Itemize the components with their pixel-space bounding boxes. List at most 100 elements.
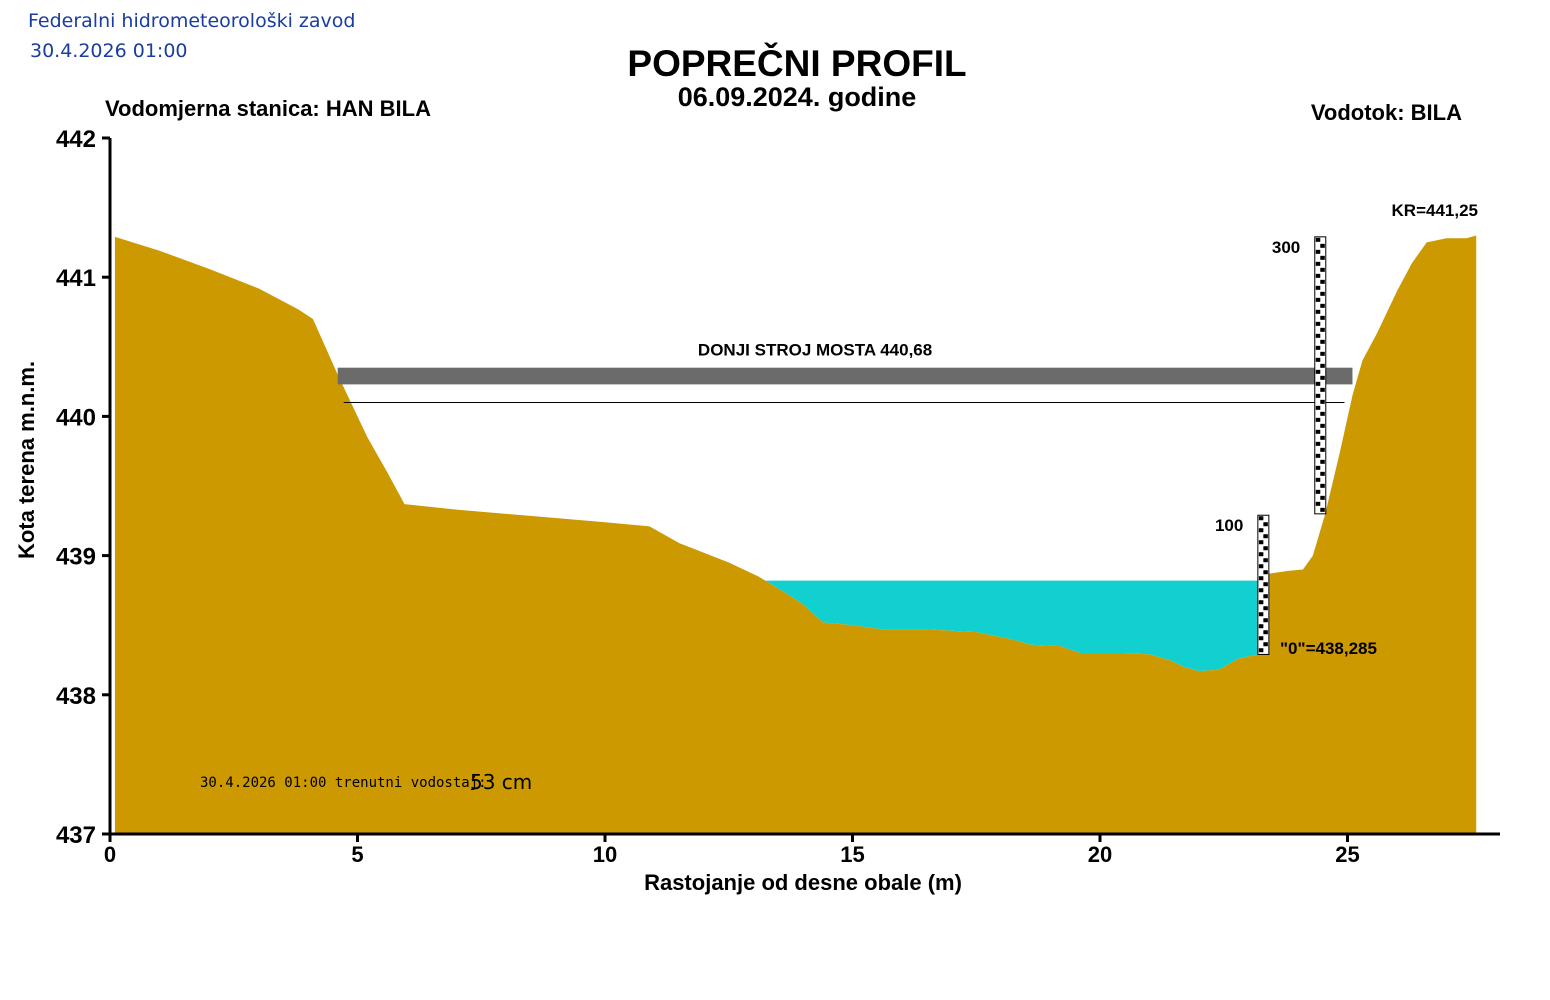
gauge-mark bbox=[1320, 243, 1325, 248]
x-tick-label: 0 bbox=[104, 842, 116, 867]
station-label: Vodomjerna stanica: HAN BILA bbox=[105, 96, 431, 121]
river-label: Vodotok: BILA bbox=[1311, 100, 1462, 125]
gauge-mark bbox=[1263, 594, 1268, 599]
gauge-mark bbox=[1258, 624, 1264, 629]
zero-label: "0"=438,285 bbox=[1280, 639, 1377, 658]
gauge-mark bbox=[1320, 387, 1325, 392]
gauge-mark bbox=[1320, 351, 1325, 356]
x-tick-label: 20 bbox=[1088, 842, 1112, 867]
gauge-mark bbox=[1263, 546, 1268, 551]
gauge-mark bbox=[1320, 411, 1325, 416]
gauge-mark bbox=[1263, 558, 1268, 563]
x-axis-label: Rastojanje od desne obale (m) bbox=[644, 870, 962, 895]
gauge-label-100: 100 bbox=[1215, 516, 1243, 535]
gauge-mark bbox=[1320, 447, 1325, 452]
gauge-mark bbox=[1315, 321, 1321, 326]
gauge-mark bbox=[1263, 522, 1268, 527]
gauge-mark bbox=[1320, 495, 1325, 500]
current-level-text: 30.4.2026 01:00 trenutni vodostaj: bbox=[200, 775, 487, 791]
gauge-mark bbox=[1315, 369, 1321, 374]
plot-area: DONJI STROJ MOSTA 440,68100300KR=441,25"… bbox=[56, 126, 1500, 867]
gauge-mark bbox=[1315, 297, 1321, 302]
gauge-mark bbox=[1320, 279, 1325, 284]
x-tick-label: 5 bbox=[351, 842, 363, 867]
gauge-mark bbox=[1320, 375, 1325, 380]
gauge-mark bbox=[1320, 507, 1325, 512]
header-timestamp: 30.4.2026 01:00 bbox=[30, 40, 188, 62]
gauge-label-300: 300 bbox=[1272, 238, 1300, 257]
kr-label: KR=441,25 bbox=[1392, 201, 1478, 220]
gauge-mark bbox=[1258, 540, 1264, 545]
gauge-mark bbox=[1320, 315, 1325, 320]
gauge-mark bbox=[1315, 237, 1321, 242]
gauge-mark bbox=[1320, 339, 1325, 344]
y-tick-label: 442 bbox=[56, 126, 96, 153]
gauge-mark bbox=[1315, 465, 1321, 470]
gauge-mark bbox=[1315, 273, 1321, 278]
gauge-mark bbox=[1320, 483, 1325, 488]
bridge-deck bbox=[337, 367, 1353, 385]
gauge-mark bbox=[1315, 333, 1321, 338]
staff-gauge-300 bbox=[1314, 236, 1327, 515]
gauge-mark bbox=[1320, 423, 1325, 428]
gauge-mark bbox=[1315, 477, 1321, 482]
gauge-mark bbox=[1315, 501, 1321, 506]
y-tick-label: 437 bbox=[56, 822, 96, 849]
gauge-mark bbox=[1258, 600, 1264, 605]
gauge-mark bbox=[1263, 630, 1268, 635]
gauge-mark bbox=[1320, 255, 1325, 260]
chart-title: POPREČNI PROFIL bbox=[627, 42, 966, 84]
gauge-mark bbox=[1263, 606, 1268, 611]
y-axis-label: Kota terena m.n.m. bbox=[14, 361, 39, 559]
y-tick-label: 438 bbox=[56, 683, 96, 710]
y-tick-label: 441 bbox=[56, 265, 96, 292]
gauge-mark bbox=[1320, 291, 1325, 296]
gauge-mark bbox=[1320, 459, 1325, 464]
gauge-mark bbox=[1315, 489, 1321, 494]
gauge-mark bbox=[1320, 267, 1325, 272]
gauge-mark bbox=[1263, 618, 1268, 623]
water-area bbox=[765, 580, 1268, 672]
x-tick-label: 25 bbox=[1335, 842, 1359, 867]
gauge-mark bbox=[1315, 285, 1321, 290]
gauge-mark bbox=[1315, 453, 1321, 458]
gauge-mark bbox=[1320, 303, 1325, 308]
terrain-profile bbox=[114, 235, 1477, 834]
chart-subtitle: 06.09.2024. godine bbox=[678, 82, 917, 112]
gauge-mark bbox=[1315, 381, 1321, 386]
gauge-mark bbox=[1315, 393, 1321, 398]
y-tick-label: 439 bbox=[56, 544, 96, 571]
gauge-mark bbox=[1320, 363, 1325, 368]
x-tick-label: 10 bbox=[593, 842, 617, 867]
gauge-mark bbox=[1258, 564, 1264, 569]
gauge-mark bbox=[1315, 309, 1321, 314]
gauge-mark bbox=[1315, 249, 1321, 254]
gauge-mark bbox=[1263, 534, 1268, 539]
gauge-mark bbox=[1263, 642, 1268, 647]
x-tick-label: 15 bbox=[840, 842, 864, 867]
gauge-mark bbox=[1315, 357, 1321, 362]
gauge-mark bbox=[1258, 648, 1264, 653]
institution-name: Federalni hidrometeorološki zavod bbox=[28, 10, 356, 32]
gauge-mark bbox=[1320, 327, 1325, 332]
bridge-label: DONJI STROJ MOSTA 440,68 bbox=[698, 341, 932, 360]
gauge-mark bbox=[1258, 552, 1264, 557]
gauge-mark bbox=[1320, 471, 1325, 476]
gauge-mark bbox=[1315, 345, 1321, 350]
gauge-mark bbox=[1320, 435, 1325, 440]
gauge-mark bbox=[1315, 261, 1321, 266]
current-level-value: 53 cm bbox=[470, 770, 532, 794]
gauge-mark bbox=[1258, 588, 1264, 593]
gauge-mark bbox=[1315, 405, 1321, 410]
gauge-mark bbox=[1258, 576, 1264, 581]
gauge-mark bbox=[1258, 612, 1264, 617]
gauge-mark bbox=[1315, 441, 1321, 446]
gauge-mark bbox=[1258, 636, 1264, 641]
gauge-mark bbox=[1258, 516, 1264, 521]
gauge-mark bbox=[1320, 399, 1325, 404]
gauge-mark bbox=[1263, 570, 1268, 575]
gauge-mark bbox=[1258, 528, 1264, 533]
gauge-mark bbox=[1315, 429, 1321, 434]
y-tick-label: 440 bbox=[56, 404, 96, 431]
